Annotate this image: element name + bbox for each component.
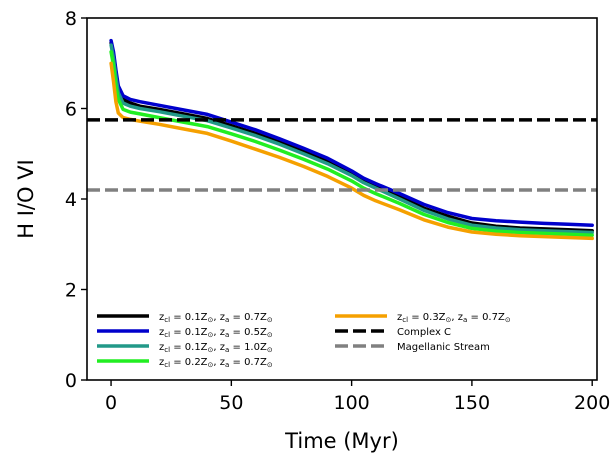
plot-frame <box>86 17 598 381</box>
x-tick-label: 50 <box>219 392 243 414</box>
series-line-2 <box>109 43 594 235</box>
legend-label-6: Magellanic Stream <box>397 342 490 353</box>
legend-label-5: Complex C <box>397 327 451 338</box>
legend-label-1: zcl = 0.1Z⊙, za = 0.5Z⊙ <box>159 327 273 339</box>
x-tick-label: 150 <box>454 392 490 414</box>
legend-label-0: zcl = 0.1Z⊙, za = 0.7Z⊙ <box>159 312 273 324</box>
plot-lines <box>87 38 597 241</box>
legend-label-3: zcl = 0.2Z⊙, za = 0.7Z⊙ <box>159 357 273 369</box>
y-tick-label: 2 <box>65 280 77 302</box>
y-tick-label: 8 <box>65 8 77 30</box>
y-tick-label: 0 <box>65 370 77 392</box>
axis-ticks: 0 50 100 150 200 0 2 4 6 8 <box>65 8 610 414</box>
series-line-3 <box>109 50 594 237</box>
x-tick-label: 100 <box>333 392 369 414</box>
y-tick-label: 4 <box>65 189 77 211</box>
legend-label-2: zcl = 0.1Z⊙, za = 1.0Z⊙ <box>159 342 273 354</box>
x-tick-label: 200 <box>574 392 610 414</box>
x-tick-label: 0 <box>105 392 117 414</box>
series-line-0 <box>109 41 594 233</box>
series-line-1 <box>109 38 594 227</box>
legend: zcl = 0.1Z⊙, za = 0.7Z⊙ zcl = 0.1Z⊙, za =… <box>97 312 511 369</box>
legend-label-4: zcl = 0.3Z⊙, za = 0.7Z⊙ <box>397 312 511 324</box>
y-tick-label: 6 <box>65 99 77 121</box>
series-line-4 <box>109 61 594 241</box>
x-axis-label: Time (Myr) <box>284 429 399 453</box>
y-axis-label: H I/O VI <box>14 159 38 239</box>
